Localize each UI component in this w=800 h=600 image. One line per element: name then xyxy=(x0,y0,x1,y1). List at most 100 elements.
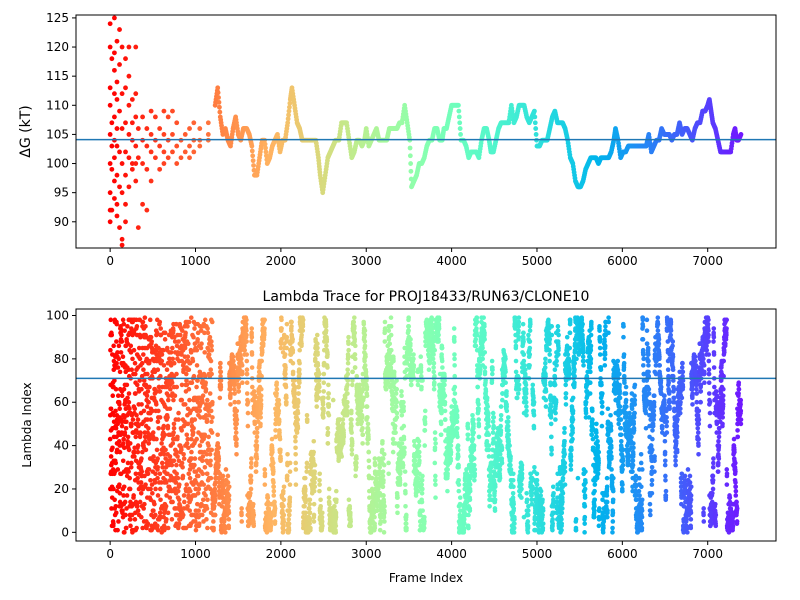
dg-point xyxy=(119,190,125,196)
lambda-point xyxy=(127,441,133,446)
lambda-point xyxy=(311,438,317,444)
lambda-point xyxy=(364,384,370,390)
lambda-point xyxy=(137,356,143,362)
lambda-point xyxy=(403,504,408,509)
lambda-point xyxy=(239,512,244,518)
lambda-point xyxy=(161,423,167,429)
lambda-point xyxy=(326,495,332,500)
lambda-point xyxy=(360,404,365,409)
lambda-point xyxy=(317,471,323,477)
lambda-point xyxy=(346,347,351,353)
lambda-point xyxy=(388,365,394,370)
lambda-point xyxy=(138,490,144,496)
lambda-point xyxy=(133,471,139,477)
dg-point xyxy=(117,27,122,32)
lambda-point xyxy=(117,402,122,407)
lambda-point xyxy=(172,393,178,399)
lambda-point xyxy=(151,454,156,459)
lambda-point xyxy=(276,402,282,407)
lambda-point xyxy=(333,488,339,494)
lambda-point xyxy=(167,406,173,412)
lambda-point xyxy=(202,317,208,323)
lambda-point xyxy=(406,324,412,329)
lambda-point xyxy=(300,324,306,329)
lambda-point xyxy=(274,380,280,386)
lambda-point xyxy=(190,358,196,364)
dg-point xyxy=(107,161,113,166)
dg-point xyxy=(107,44,113,50)
dg-point xyxy=(178,155,184,161)
lambda-point xyxy=(280,488,286,494)
lambda-point xyxy=(206,352,212,357)
lambda-point xyxy=(320,402,326,407)
lambda-point xyxy=(419,490,425,496)
dg-point xyxy=(107,132,113,137)
lambda-point xyxy=(271,469,276,474)
lambda-point xyxy=(418,365,424,370)
lambda-point xyxy=(254,456,260,461)
lambda-point xyxy=(128,464,134,470)
lambda-point xyxy=(114,360,119,366)
lambda-point xyxy=(121,436,126,442)
lambda-point xyxy=(244,358,250,364)
lambda-point xyxy=(258,410,263,416)
lambda-point xyxy=(128,523,133,529)
lambda-point xyxy=(325,352,330,357)
dg-point xyxy=(114,143,120,149)
lambda-point xyxy=(226,493,232,498)
lambda-point xyxy=(117,406,123,412)
lambda-point xyxy=(185,324,190,329)
lambda-point xyxy=(153,512,158,518)
lambda-point xyxy=(223,530,228,535)
lambda-point xyxy=(372,514,377,520)
dg-point xyxy=(112,91,117,97)
lambda-point xyxy=(239,369,245,375)
lambda-point xyxy=(277,436,283,442)
lambda-point xyxy=(165,415,170,420)
lambda-point xyxy=(325,430,331,435)
lambda-point xyxy=(366,458,372,464)
lambda-point xyxy=(390,449,396,455)
lambda-point xyxy=(262,317,267,323)
lambda-point xyxy=(408,337,413,342)
lambda-point xyxy=(187,488,193,494)
lambda-points xyxy=(107,315,744,535)
lambda-point xyxy=(239,506,244,511)
lambda-point xyxy=(278,447,283,453)
dg-x-ticks: 0 1000 2000 3000 4000 5000 6000 7000 xyxy=(106,248,723,268)
lambda-point xyxy=(327,501,332,507)
lambda-point xyxy=(276,419,282,425)
lambda-point xyxy=(340,421,346,427)
lambda-point xyxy=(115,393,121,399)
lambda-point xyxy=(365,421,371,427)
ax1-x-tick-label: 5000 xyxy=(522,254,553,268)
lambda-point xyxy=(141,506,146,511)
lambda-point xyxy=(394,415,400,420)
lambda-point xyxy=(391,358,396,364)
lambda-point xyxy=(135,508,141,513)
dg-point xyxy=(107,219,113,225)
lambda-point xyxy=(126,367,131,373)
lambda-point xyxy=(133,391,138,396)
lambda-point xyxy=(293,438,298,444)
dg-point xyxy=(262,141,268,147)
lambda-point xyxy=(129,421,134,427)
lambda-point xyxy=(254,434,260,440)
lambda-point xyxy=(287,504,292,509)
lambda-point xyxy=(150,490,155,496)
lambda-point xyxy=(300,328,306,333)
lambda-point xyxy=(205,497,210,503)
dg-point xyxy=(533,132,539,137)
dg-point xyxy=(287,104,292,110)
lambda-point xyxy=(170,499,175,505)
lambda-point xyxy=(249,326,255,331)
lambda-point xyxy=(211,519,216,524)
lambda-point xyxy=(395,495,400,500)
lambda-point xyxy=(345,382,350,388)
dg-point xyxy=(114,38,120,44)
lambda-point xyxy=(136,345,142,351)
lambda-point xyxy=(346,354,351,360)
lambda-point xyxy=(217,365,223,370)
lambda-point xyxy=(205,525,210,531)
lambda-point xyxy=(251,389,257,394)
